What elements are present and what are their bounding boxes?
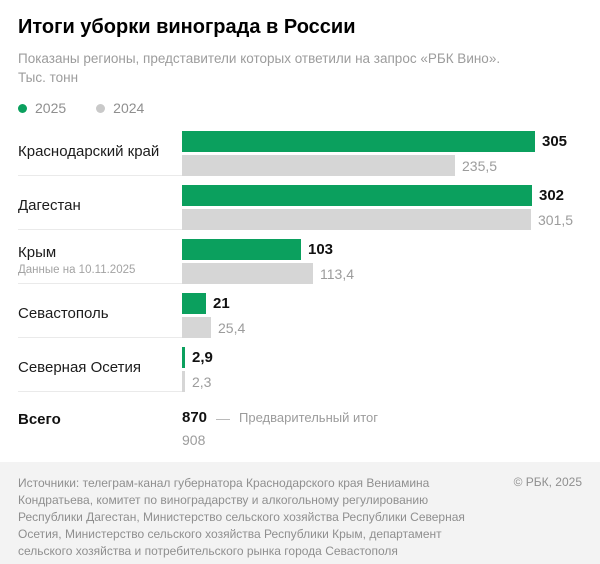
total-values: 870 — Предварительный итог 908 bbox=[182, 409, 582, 448]
value-2024: 235,5 bbox=[462, 157, 498, 174]
total-label: Всего bbox=[18, 411, 61, 429]
region-label: Севастополь bbox=[18, 305, 109, 323]
bar-2025 bbox=[182, 239, 301, 261]
bar-2025 bbox=[182, 293, 206, 315]
total-value-2024: 908 bbox=[182, 432, 206, 449]
bar-2025 bbox=[182, 131, 535, 153]
legend-dot-2025-icon bbox=[18, 103, 27, 113]
value-2025: 103 bbox=[308, 241, 334, 259]
bar-group: 2,9 2,3 bbox=[182, 347, 582, 393]
legend-label-2025: 2025 bbox=[35, 100, 67, 117]
total-value-2025: 870 bbox=[182, 409, 208, 427]
value-2025: 21 bbox=[213, 295, 230, 313]
bar-2024 bbox=[182, 155, 455, 177]
value-2025: 2,9 bbox=[192, 349, 213, 367]
bar-group: 305 235,5 bbox=[182, 131, 582, 177]
bar-group: 21 25,4 bbox=[182, 293, 582, 339]
region-label-cell: Дагестан bbox=[18, 185, 182, 231]
region-label: Краснодарский край bbox=[18, 143, 160, 161]
region-label-cell: Крым Данные на 10.11.2025 bbox=[18, 239, 182, 285]
value-2024: 25,4 bbox=[218, 319, 246, 336]
chart-row: Северная Осетия 2,9 2,3 bbox=[18, 347, 582, 393]
copyright: © РБК, 2025 bbox=[513, 475, 582, 490]
bar-2024 bbox=[182, 371, 185, 393]
value-2025: 302 bbox=[539, 187, 565, 205]
chart-row: Крым Данные на 10.11.2025 103 113,4 bbox=[18, 239, 582, 285]
bar-2024 bbox=[182, 263, 313, 285]
bar-2025 bbox=[182, 347, 185, 369]
value-2024: 2,3 bbox=[192, 373, 212, 390]
region-label-cell: Северная Осетия bbox=[18, 347, 182, 393]
bar-group: 302 301,5 bbox=[182, 185, 582, 231]
total-row: Всего 870 — Предварительный итог 908 bbox=[0, 409, 600, 448]
region-label: Крым bbox=[18, 243, 57, 261]
legend-dot-2024-icon bbox=[96, 103, 106, 113]
region-note: Данные на 10.11.2025 bbox=[18, 263, 136, 276]
chart-row: Краснодарский край 305 235,5 bbox=[18, 131, 582, 177]
footer: Источники: телеграм-канал губернатора Кр… bbox=[0, 462, 600, 564]
region-label-cell: Краснодарский край bbox=[18, 131, 182, 177]
bar-group: 103 113,4 bbox=[182, 239, 582, 285]
page-title: Итоги уборки винограда в России bbox=[18, 16, 356, 38]
legend-item-2024: 2024 bbox=[96, 100, 144, 116]
subtitle: Показаны регионы, представители которых … bbox=[18, 51, 501, 86]
bar-2025 bbox=[182, 185, 532, 207]
bar-2024 bbox=[182, 209, 531, 231]
value-2025: 305 bbox=[542, 133, 568, 151]
legend-label-2024: 2024 bbox=[113, 100, 145, 117]
region-label: Дагестан bbox=[18, 197, 81, 215]
value-2024: 113,4 bbox=[320, 265, 354, 282]
legend: 2025 2024 bbox=[18, 100, 582, 116]
header: Итоги уборки винограда в России Показаны… bbox=[0, 0, 600, 131]
region-label: Северная Осетия bbox=[18, 359, 141, 377]
chart-row: Дагестан 302 301,5 bbox=[18, 185, 582, 231]
sources-text: Источники: телеграм-канал губернатора Кр… bbox=[18, 476, 465, 558]
total-dash: — bbox=[216, 409, 231, 426]
value-2024: 301,5 bbox=[538, 211, 574, 228]
bar-2024 bbox=[182, 317, 211, 339]
total-note: Предварительный итог bbox=[239, 410, 379, 426]
chart-row: Севастополь 21 25,4 bbox=[18, 293, 582, 339]
legend-item-2025: 2025 bbox=[18, 100, 66, 116]
region-label-cell: Севастополь bbox=[18, 293, 182, 339]
bar-chart: Краснодарский край 305 235,5 Дагестан bbox=[0, 131, 600, 401]
